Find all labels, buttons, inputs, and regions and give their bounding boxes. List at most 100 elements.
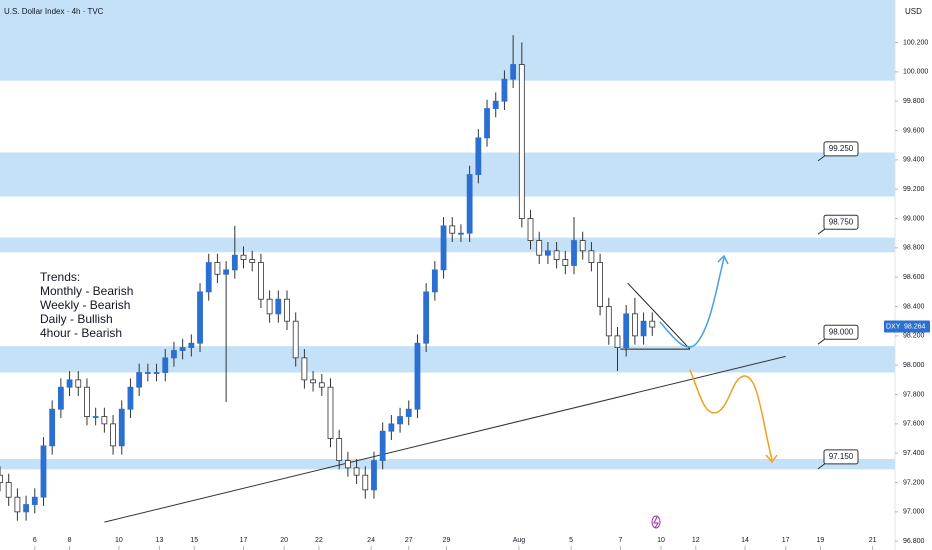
candle-body	[275, 298, 282, 315]
candle-body	[571, 240, 577, 266]
price-label-box	[823, 449, 859, 465]
candle-body	[231, 254, 238, 271]
y-tick-label: 97.200	[903, 479, 925, 486]
candle-body	[553, 250, 560, 261]
candle-body	[240, 254, 247, 260]
last-price-tag	[884, 320, 930, 333]
candle-body	[205, 262, 212, 293]
bull-projection	[659, 257, 725, 348]
x-tick-label: 6	[33, 537, 37, 544]
y-tick-label: 98.400	[903, 303, 925, 310]
candle-body	[640, 320, 647, 337]
candle-body	[301, 357, 308, 381]
candle-body	[75, 379, 82, 388]
candle-body	[501, 78, 508, 102]
candle-body	[484, 108, 490, 139]
x-tick-label: 17	[782, 537, 790, 544]
y-tick-label: 98.200	[903, 333, 925, 340]
y-tick-label: 100.000	[903, 69, 928, 76]
candle-body	[214, 262, 221, 275]
candle-body	[84, 386, 90, 417]
candle-body	[292, 320, 299, 359]
x-tick-label: 8	[68, 537, 72, 544]
axis-labels: 100.200 100.000 99.800 99.600 99.400 99.200 99…	[33, 39, 930, 550]
candle-body	[31, 496, 38, 505]
x-tick-label: 10	[115, 537, 123, 544]
candle-body	[101, 416, 108, 425]
trend-text: Trends:	[40, 270, 80, 284]
triangle-line	[627, 282, 691, 350]
x-tick-label: 10	[657, 537, 665, 544]
x-tick-label: 7	[618, 537, 622, 544]
x-tick-label: 27	[405, 537, 413, 544]
candle-body	[545, 250, 551, 256]
y-tick-label: 97.000	[903, 509, 925, 516]
y-tick-label: 98.800	[903, 245, 925, 252]
x-tick-label: 14	[741, 537, 749, 544]
y-tick-label: 98.600	[903, 274, 925, 281]
candle-body	[623, 313, 630, 349]
currency: USD	[905, 7, 922, 16]
bear-arrowhead	[765, 454, 778, 464]
x-tick-label: 20	[280, 537, 288, 544]
candle-body	[397, 416, 403, 425]
candle-body	[579, 240, 586, 252]
y-tick-label: 97.600	[903, 421, 925, 428]
candle-body	[562, 259, 569, 266]
y-tick-label: 97.800	[903, 391, 925, 398]
price-label-box	[823, 214, 859, 230]
candle-body	[66, 379, 73, 388]
candle-body	[258, 262, 264, 300]
price-label: 98.000	[829, 327, 854, 336]
zone	[0, 0, 895, 81]
candle-body	[344, 460, 351, 469]
candle-body	[605, 306, 612, 337]
price-label: 97.150	[829, 452, 854, 461]
candle-body	[631, 313, 638, 337]
candle-body	[649, 320, 656, 328]
y-tick-label: 98.000	[903, 362, 925, 369]
candle-body	[440, 225, 447, 271]
zone	[0, 152, 895, 197]
y-tick-label: 99.000	[903, 215, 925, 222]
candle-body	[153, 372, 160, 374]
candle-body	[127, 386, 134, 410]
y-tick-label: 99.200	[903, 186, 925, 193]
candle-body	[162, 357, 169, 373]
candle-body	[458, 232, 464, 235]
candle-body	[362, 474, 369, 491]
candle-body	[5, 482, 12, 498]
candle-body	[318, 382, 325, 388]
x-tick-label: 13	[156, 537, 164, 544]
candle-body	[0, 474, 3, 483]
candle-body	[614, 335, 621, 349]
candle-body	[179, 347, 186, 351]
price-axis	[895, 0, 932, 550]
bear-projection	[689, 369, 773, 461]
x-tick-label: 24	[367, 537, 375, 544]
candle-body	[379, 430, 386, 461]
candle-body	[171, 350, 177, 359]
x-tick-label: 21	[869, 537, 877, 544]
y-tick-label: 99.800	[903, 98, 925, 105]
price-label: 99.250	[829, 144, 854, 153]
y-tick-label: 100.200	[903, 39, 928, 46]
candle-body	[49, 408, 56, 447]
candle-body	[144, 372, 151, 374]
x-tick-label: Aug	[513, 537, 526, 544]
x-tick-label: 19	[817, 537, 825, 544]
trend-text: Daily - Bullish	[40, 312, 113, 326]
candle-body	[597, 262, 603, 307]
candle-body	[23, 504, 29, 513]
candle-body	[136, 372, 143, 388]
candle-body	[110, 423, 116, 447]
candle-body	[249, 259, 256, 263]
candle-body	[223, 269, 230, 275]
candle-body	[414, 342, 421, 410]
candle-body	[188, 342, 195, 349]
trend-text: Weekly - Bearish	[40, 298, 130, 312]
candle-body	[310, 379, 316, 384]
candle-body	[336, 438, 343, 461]
